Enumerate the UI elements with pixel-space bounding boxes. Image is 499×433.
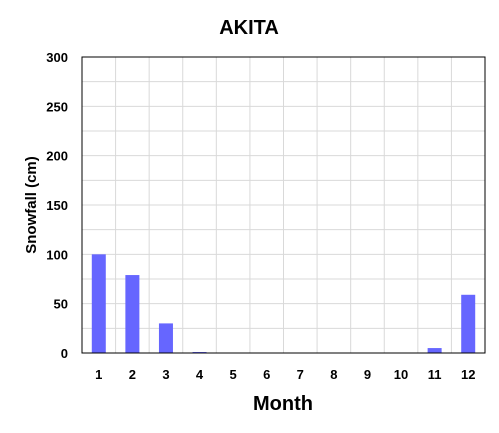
x-tick-label: 4 (196, 367, 204, 382)
x-tick-label: 9 (364, 367, 371, 382)
y-tick-label: 50 (54, 297, 68, 312)
bar-month-12 (461, 294, 476, 353)
x-tick-label: 7 (297, 367, 304, 382)
x-axis-label: Month (253, 393, 313, 415)
bar-month-11 (427, 348, 442, 353)
x-tick-label: 1 (95, 367, 102, 382)
x-tick-label: 5 (230, 367, 237, 382)
grid (82, 57, 485, 353)
y-axis-ticks: 0 50 100 150 200 250 300 (46, 50, 68, 361)
x-tick-label: 12 (461, 367, 475, 382)
y-tick-label: 150 (46, 198, 68, 213)
bar-month-3 (158, 323, 173, 353)
y-tick-label: 200 (46, 149, 68, 164)
chart-title: AKITA (219, 17, 279, 39)
x-tick-label: 3 (162, 367, 169, 382)
bar-month-2 (125, 275, 140, 353)
y-tick-label: 0 (61, 346, 68, 361)
plot-border (81, 56, 486, 354)
x-tick-label: 11 (428, 367, 442, 382)
y-axis-label: Snowfall (cm) (23, 156, 40, 254)
bars (91, 254, 476, 353)
x-tick-label: 6 (263, 367, 270, 382)
x-axis-ticks: 1 2 3 4 5 6 7 8 9 10 11 12 (95, 367, 475, 382)
x-tick-label: 10 (394, 367, 408, 382)
y-tick-label: 300 (46, 50, 68, 65)
bar-month-1 (91, 254, 106, 353)
x-tick-label: 2 (129, 367, 136, 382)
y-tick-label: 100 (46, 247, 68, 262)
x-tick-label: 8 (330, 367, 337, 382)
y-tick-label: 250 (46, 99, 68, 114)
